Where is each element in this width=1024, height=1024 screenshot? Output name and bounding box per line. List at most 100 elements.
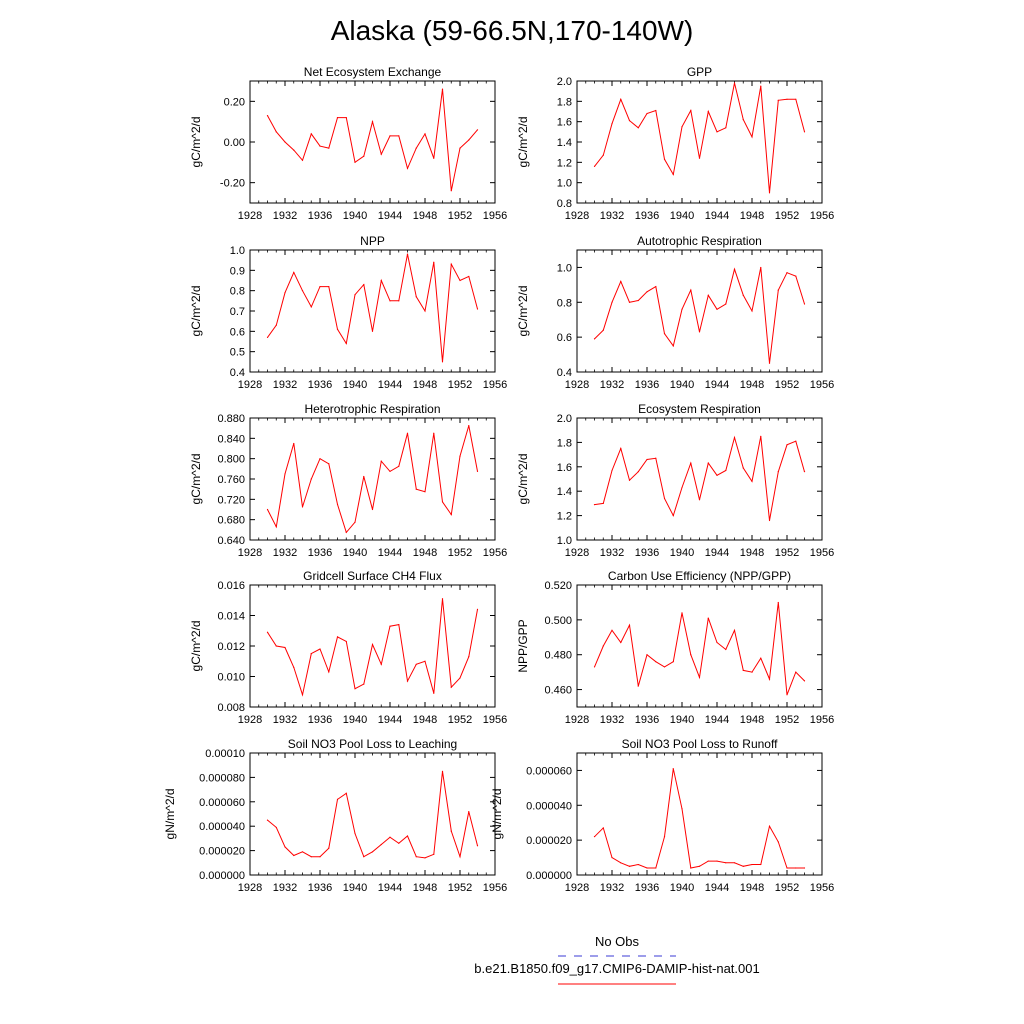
data-point <box>663 666 666 668</box>
data-point <box>760 657 762 659</box>
data-point <box>768 192 771 194</box>
y-tick-label: 0.000020 <box>199 846 245 858</box>
data-point <box>698 157 701 159</box>
x-tick-label: 1940 <box>670 379 694 391</box>
data-point <box>795 671 797 673</box>
series-line <box>594 267 805 364</box>
data-point <box>742 669 744 672</box>
data-point <box>293 666 295 668</box>
data-point <box>354 294 356 296</box>
data-point <box>628 865 631 867</box>
data-point <box>336 636 339 638</box>
y-tick-label: 0.460 <box>544 685 572 697</box>
x-tick-label: 1940 <box>670 714 694 726</box>
data-point <box>672 661 674 663</box>
x-tick-label: 1928 <box>238 882 262 894</box>
data-point <box>777 471 779 473</box>
data-point <box>415 856 417 858</box>
data-point <box>284 646 286 649</box>
x-tick-label: 1952 <box>448 210 472 222</box>
x-tick-label: 1928 <box>565 379 589 391</box>
data-point <box>415 296 417 298</box>
x-tick-label: 1932 <box>273 547 297 559</box>
data-point <box>602 154 604 156</box>
data-point <box>301 851 304 853</box>
y-tick-label: 0.016 <box>217 580 245 592</box>
data-point <box>681 612 683 614</box>
data-point <box>441 88 444 90</box>
data-point <box>293 442 295 445</box>
data-point <box>354 832 356 835</box>
data-point <box>663 158 666 160</box>
data-point <box>725 469 727 472</box>
data-point <box>354 688 356 690</box>
x-tick-label: 1936 <box>635 379 659 391</box>
data-point <box>628 301 631 303</box>
legend-obs-label: No Obs <box>595 934 640 949</box>
data-point <box>293 854 295 857</box>
data-point <box>468 425 470 427</box>
x-tick-label: 1932 <box>273 210 297 222</box>
y-tick-label: 1.0 <box>557 262 572 274</box>
y-axis-label: gC/m^2/d <box>189 117 203 168</box>
data-point <box>398 842 400 844</box>
x-tick-label: 1948 <box>413 714 437 726</box>
data-point <box>620 447 622 450</box>
x-tick-label: 1940 <box>343 714 367 726</box>
chart-panel: NPP gC/m^2/d 1928 1932 1936 1940 1944 1948 1952 1… <box>189 234 507 391</box>
y-axis-label: gC/m^2/d <box>189 454 203 505</box>
data-point <box>707 294 709 296</box>
data-point <box>433 261 435 263</box>
data-point <box>795 98 797 100</box>
data-point <box>293 271 295 273</box>
data-point <box>611 629 613 631</box>
data-point <box>803 680 806 682</box>
data-point <box>655 661 657 663</box>
data-point <box>380 153 382 155</box>
x-tick-label: 1928 <box>565 882 589 894</box>
x-tick-label: 1956 <box>810 379 834 391</box>
x-tick-label: 1936 <box>308 210 332 222</box>
data-point <box>415 488 417 490</box>
panel-title: GPP <box>687 65 712 79</box>
data-point <box>389 625 391 627</box>
data-point <box>768 825 771 827</box>
plot-frame <box>576 417 823 541</box>
data-point <box>663 836 666 838</box>
y-tick-label: 1.6 <box>557 117 572 129</box>
y-axis-label: gC/m^2/d <box>189 621 203 672</box>
data-point <box>284 141 286 143</box>
x-tick-label: 1944 <box>378 547 402 559</box>
panel-title: Autotrophic Respiration <box>637 234 762 248</box>
plot-frame <box>249 752 496 876</box>
data-point <box>450 513 452 516</box>
data-point <box>345 640 347 643</box>
data-point <box>424 133 426 135</box>
data-point <box>371 851 374 853</box>
x-tick-label: 1956 <box>483 547 507 559</box>
data-point <box>398 465 400 467</box>
data-point <box>716 860 718 862</box>
data-point <box>725 303 727 305</box>
data-point <box>681 126 683 128</box>
y-tick-label: 0.8 <box>557 297 572 309</box>
data-point <box>672 768 674 770</box>
x-tick-label: 1928 <box>565 210 589 222</box>
x-tick-label: 1936 <box>308 882 332 894</box>
x-tick-label: 1940 <box>343 882 367 894</box>
data-point <box>663 333 666 335</box>
data-point <box>398 135 400 137</box>
chart-panel: Soil NO3 Pool Loss to Leaching gN/m^2/d 19… <box>163 737 507 894</box>
data-point <box>433 157 435 159</box>
data-point <box>690 109 692 112</box>
y-tick-label: 0.760 <box>217 474 245 486</box>
panel-title: Soil NO3 Pool Loss to Leaching <box>288 737 457 751</box>
chart-panel: Heterotrophic Respiration gC/m^2/d 1928 193… <box>189 402 507 559</box>
plot-frame <box>576 752 823 876</box>
data-point <box>450 686 452 688</box>
panel-title: Net Ecosystem Exchange <box>304 65 442 79</box>
x-tick-label: 1932 <box>273 882 297 894</box>
data-point <box>319 648 321 650</box>
data-point <box>742 119 744 121</box>
x-tick-label: 1944 <box>378 714 402 726</box>
